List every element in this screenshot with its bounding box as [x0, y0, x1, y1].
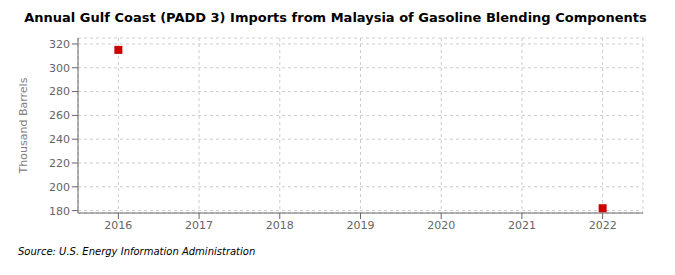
svg-text:2019: 2019	[347, 219, 375, 232]
svg-text:2018: 2018	[266, 219, 294, 232]
svg-text:220: 220	[49, 157, 70, 170]
svg-text:280: 280	[49, 85, 70, 98]
svg-text:240: 240	[49, 133, 70, 146]
svg-text:320: 320	[49, 38, 70, 51]
html-text:Annual Gulf Coast (PADD 3) Imp: Annual Gulf Coast (PADD 3) Imports from …	[24, 10, 647, 25]
svg-text:180: 180	[49, 205, 70, 218]
svg-text:200: 200	[49, 181, 70, 194]
html-text:Source: U.S. Energy Informatio: Source: U.S. Energy Information Administ…	[18, 246, 256, 257]
svg-text:Thousand Barrels: Thousand Barrels	[17, 77, 30, 174]
svg-text:2020: 2020	[427, 219, 455, 232]
svg-text:2017: 2017	[185, 219, 213, 232]
svg-text:2022: 2022	[589, 219, 617, 232]
svg-text:260: 260	[49, 109, 70, 122]
svg-text:2016: 2016	[104, 219, 132, 232]
svg-text:2021: 2021	[508, 219, 536, 232]
svg-text:300: 300	[49, 62, 70, 75]
